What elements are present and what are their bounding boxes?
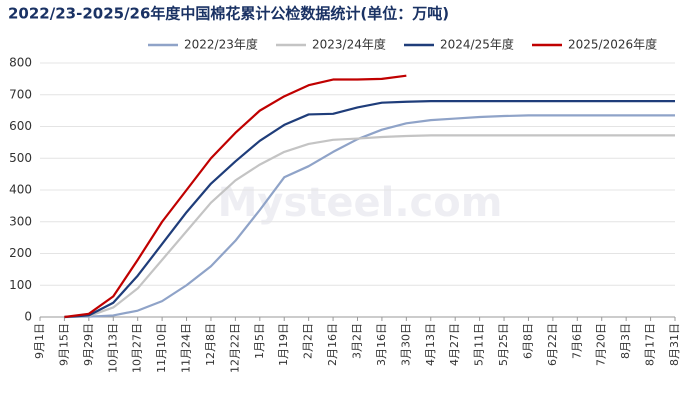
x-tick-label: 7月20日	[595, 323, 608, 366]
x-tick-label: 8月3日	[619, 323, 632, 359]
x-tick-label: 11月24日	[180, 323, 193, 373]
series-line	[64, 100, 675, 319]
x-tick-label: 5月11日	[473, 323, 486, 366]
legend-label: 2023/24年度	[312, 37, 386, 52]
chart-title: 2022/23-2025/26年度中国棉花累计公检数据统计(单位：万吨)	[8, 5, 449, 23]
y-tick-label: 700	[9, 87, 32, 101]
y-tick-label: 100	[9, 278, 32, 292]
series-line	[64, 134, 675, 319]
x-tick-label: 12月8日	[204, 323, 217, 366]
series-line	[64, 74, 407, 319]
x-tick-label: 5月25日	[497, 323, 510, 366]
x-tick-label: 9月15日	[57, 323, 70, 366]
x-tick-label: 3月16日	[375, 323, 388, 366]
y-tick-label: 500	[9, 151, 32, 165]
watermark: Mysteel.com	[218, 180, 503, 226]
x-tick-label: 4月13日	[424, 323, 437, 366]
x-tick-label: 9月1日	[33, 323, 46, 359]
x-tick-label: 3月2日	[351, 323, 364, 359]
x-tick-label: 7月6日	[570, 323, 583, 359]
x-tick-label: 4月27日	[448, 323, 461, 366]
x-tick-label: 2月16日	[326, 323, 339, 366]
x-tick-label: 6月8日	[521, 323, 534, 359]
y-tick-label: 200	[9, 246, 32, 260]
legend-label: 2025/2026年度	[568, 37, 657, 52]
y-tick-label: 400	[9, 183, 32, 197]
x-tick-label: 8月17日	[644, 323, 657, 366]
x-tick-label: 8月31日	[668, 323, 681, 366]
legend-label: 2022/23年度	[184, 37, 258, 52]
y-tick-label: 800	[9, 56, 32, 70]
series-line	[64, 114, 675, 319]
legend-label: 2024/25年度	[440, 37, 514, 52]
x-tick-label: 9月29日	[82, 323, 95, 366]
x-tick-label: 6月22日	[546, 323, 559, 366]
x-tick-label: 11月10日	[155, 323, 168, 373]
y-tick-label: 0	[24, 310, 32, 324]
x-tick-label: 10月27日	[131, 323, 144, 373]
x-tick-label: 1月5日	[253, 323, 266, 359]
x-tick-label: 3月30日	[399, 323, 412, 366]
x-tick-label: 1月19日	[277, 323, 290, 366]
y-tick-label: 300	[9, 214, 32, 228]
x-tick-label: 10月13日	[106, 323, 119, 373]
x-tick-label: 2月2日	[302, 323, 315, 359]
x-tick-label: 12月22日	[228, 323, 241, 373]
y-tick-label: 600	[9, 119, 32, 133]
